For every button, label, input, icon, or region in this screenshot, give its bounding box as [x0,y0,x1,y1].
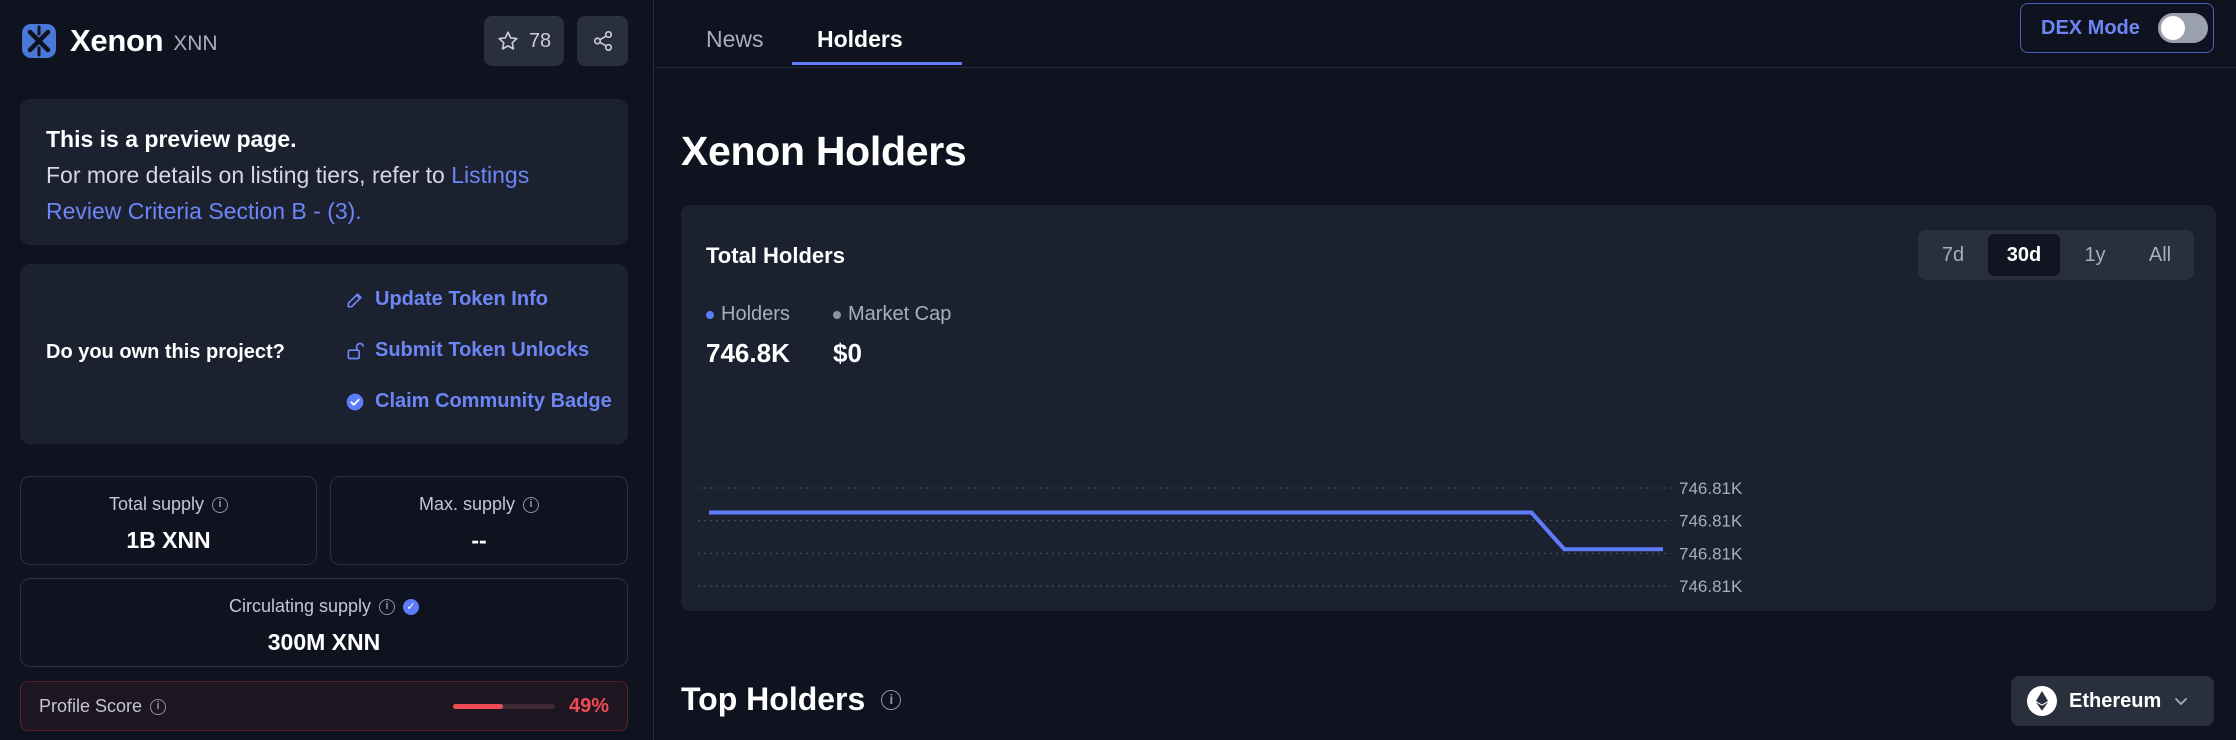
active-tab-indicator [792,62,962,65]
share-icon [593,31,612,51]
main-content: News Holders DEX Mode Xenon Holders Tota… [655,0,2236,740]
info-icon[interactable]: i [881,689,902,710]
ownership-card: Do you own this project? Update Token In… [20,264,628,444]
y-tick-label: 746.81K [1679,512,1743,531]
total-supply-box: Total supply i 1B XNN [20,476,317,565]
ethereum-icon [2027,686,2057,716]
y-tick-label: 746.81K [1679,479,1743,498]
max-supply-box: Max. supply i -- [330,476,628,565]
info-icon[interactable]: i [150,698,167,715]
star-icon [498,31,518,50]
legend-dot [833,310,841,319]
y-tick-label: 746.81K [1679,544,1743,563]
series-line-holders [709,510,1663,552]
info-icon[interactable]: i [379,598,396,615]
preview-text: For more details on listing tiers, refer… [46,162,530,224]
profile-score-label: Profile Score [39,696,143,716]
profile-score-value: 49% [568,695,609,717]
range-7d[interactable]: 7d [1941,244,1965,266]
legend-market-cap[interactable]: Market Cap [833,303,951,326]
token-sidebar: Xenon XNN 78 This is a preview page. For… [0,0,654,740]
ownership-question: Do you own this project? [46,341,285,363]
top-holders-heading: Top Holders i [681,681,902,718]
unlock-icon [347,342,365,359]
preview-title: This is a preview page. [46,126,297,152]
profile-score-fill [453,704,503,709]
dex-mode-toggle[interactable]: DEX Mode [2020,3,2214,53]
verified-badge-icon [346,393,364,410]
xenon-logo-icon [22,24,56,58]
top-holders-title: Top Holders [681,681,866,717]
tab-news[interactable]: News [706,26,764,52]
toggle-switch[interactable] [2157,13,2208,43]
favorite-button[interactable]: 78 [484,16,564,66]
y-tick-label: 746.81K [1679,577,1743,596]
total-supply-label: Total supply [108,494,205,514]
max-supply-label: Max. supply [418,494,516,514]
range-30d[interactable]: 30d [1988,234,2060,276]
legend-dot [706,310,714,319]
profile-score-bar [453,704,555,709]
info-icon[interactable]: i [212,496,229,513]
info-icon[interactable]: i [523,496,540,513]
market-cap-value: $0 [833,338,862,368]
preview-notice: This is a preview page. For more details… [20,99,628,245]
max-supply-value: -- [471,527,487,553]
claim-community-badge-button[interactable]: Claim Community Badge [345,390,612,413]
pencil-icon [347,292,362,307]
update-token-info-button[interactable]: Update Token Info [345,288,548,311]
range-all[interactable]: All [2148,244,2172,266]
chain-selector[interactable]: Ethereum [2011,676,2214,726]
submit-token-unlocks-button[interactable]: Submit Token Unlocks [345,339,589,362]
tab-holders[interactable]: Holders [817,26,903,52]
circulating-supply-label: Circulating supply [228,596,372,616]
token-name: Xenon [70,23,164,58]
range-1y[interactable]: 1y [2084,244,2106,266]
content-tabs: News Holders DEX Mode [655,0,2236,68]
total-supply-value: 1B XNN [126,527,211,553]
token-header: Xenon XNN [20,22,218,60]
time-range-selector: 7d 30d 1y All [1918,230,2194,280]
circulating-supply-value: 300M XNN [267,629,381,655]
share-button[interactable] [577,16,628,66]
total-holders-card: Total Holders 7d 30d 1y All Holders 746.… [681,205,2216,611]
favorite-count: 78 [528,29,552,52]
verified-icon: ✓ [403,598,420,615]
listing-criteria-link[interactable]: Listings Review Criteria Section B - (3)… [46,162,530,224]
chain-name: Ethereum [2069,689,2162,712]
circulating-supply-box: Circulating supply i ✓ 300M XNN [20,578,628,667]
dex-mode-label: DEX Mode [2041,16,2140,39]
page-title: Xenon Holders [681,128,967,174]
holders-value: 746.8K [706,338,790,368]
chevron-down-icon [2175,698,2188,706]
chart-title: Total Holders [706,243,845,268]
token-symbol: XNN [173,32,218,55]
legend-holders[interactable]: Holders [706,303,790,326]
profile-score-row: Profile Score i 49% [20,681,628,731]
